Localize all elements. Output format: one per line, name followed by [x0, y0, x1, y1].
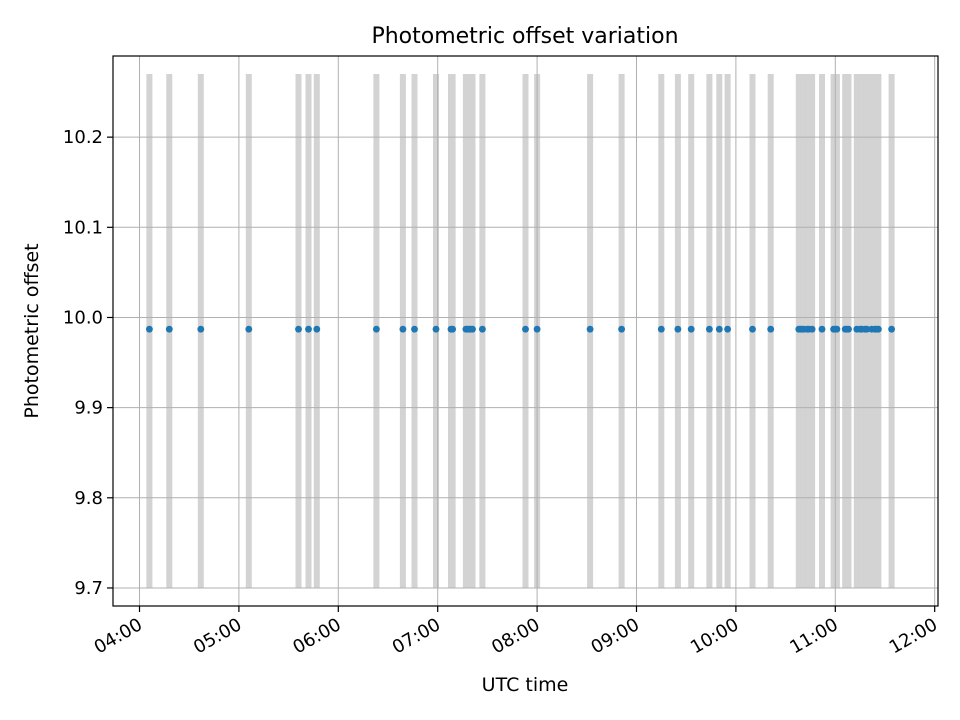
- data-point: [724, 325, 731, 333]
- x-tick-label: 09:00: [588, 614, 643, 658]
- data-point: [687, 325, 695, 333]
- y-tick-label: 10.1: [63, 217, 103, 238]
- data-point: [245, 325, 253, 333]
- data-point: [399, 325, 407, 333]
- data-point: [767, 325, 775, 333]
- x-tick-label: 12:00: [886, 614, 941, 658]
- data-point: [875, 325, 882, 333]
- data-point: [533, 325, 541, 333]
- y-axis-label: Photometric offset: [21, 243, 43, 418]
- data-point: [373, 325, 380, 333]
- y-tick-label: 9.9: [74, 398, 103, 419]
- data-point: [449, 325, 456, 333]
- data-point: [146, 325, 153, 333]
- data-point: [845, 325, 852, 333]
- span-layer: [146, 74, 895, 588]
- x-tick-label: 05:00: [190, 614, 245, 658]
- plot-frame: [112, 55, 939, 607]
- data-point: [618, 325, 625, 333]
- data-point: [432, 325, 440, 333]
- data-point: [165, 325, 173, 333]
- data-point: [411, 325, 418, 333]
- data-point: [479, 325, 486, 333]
- data-point: [749, 325, 756, 333]
- x-tick-label: 11:00: [786, 614, 841, 658]
- y-tick-label: 9.7: [74, 578, 103, 599]
- x-axis-label: UTC time: [482, 674, 569, 696]
- data-points: [146, 325, 895, 333]
- data-point: [674, 325, 682, 333]
- x-tick-label: 10:00: [687, 614, 742, 658]
- data-point: [833, 325, 841, 333]
- data-point: [715, 325, 723, 333]
- y-tick-label: 9.8: [74, 488, 103, 509]
- data-point: [808, 325, 816, 333]
- data-point: [818, 325, 826, 333]
- chart-title: Photometric offset variation: [371, 24, 678, 49]
- data-point: [706, 325, 713, 333]
- data-point: [313, 325, 321, 333]
- data-point: [888, 325, 895, 333]
- x-tick-label: 04:00: [91, 614, 146, 658]
- data-point: [469, 325, 476, 333]
- y-tick-label: 10.2: [63, 127, 103, 148]
- data-point: [305, 325, 312, 333]
- x-tick-label: 08:00: [488, 614, 543, 658]
- data-point: [295, 325, 302, 333]
- y-tick-label: 10.0: [63, 307, 103, 328]
- x-axis: 04:00 05:00 06:00 07:00 08:00 09:00 10:00 11:00…: [91, 606, 941, 658]
- data-point: [657, 325, 665, 333]
- data-point: [863, 325, 871, 333]
- data-point: [522, 325, 529, 333]
- y-axis: 9.7 9.8 9.9 10.0 10.1 10.2: [63, 127, 113, 599]
- x-tick-label: 06:00: [289, 614, 344, 658]
- data-point: [197, 325, 205, 333]
- data-point: [586, 325, 594, 333]
- x-tick-label: 07:00: [389, 614, 444, 658]
